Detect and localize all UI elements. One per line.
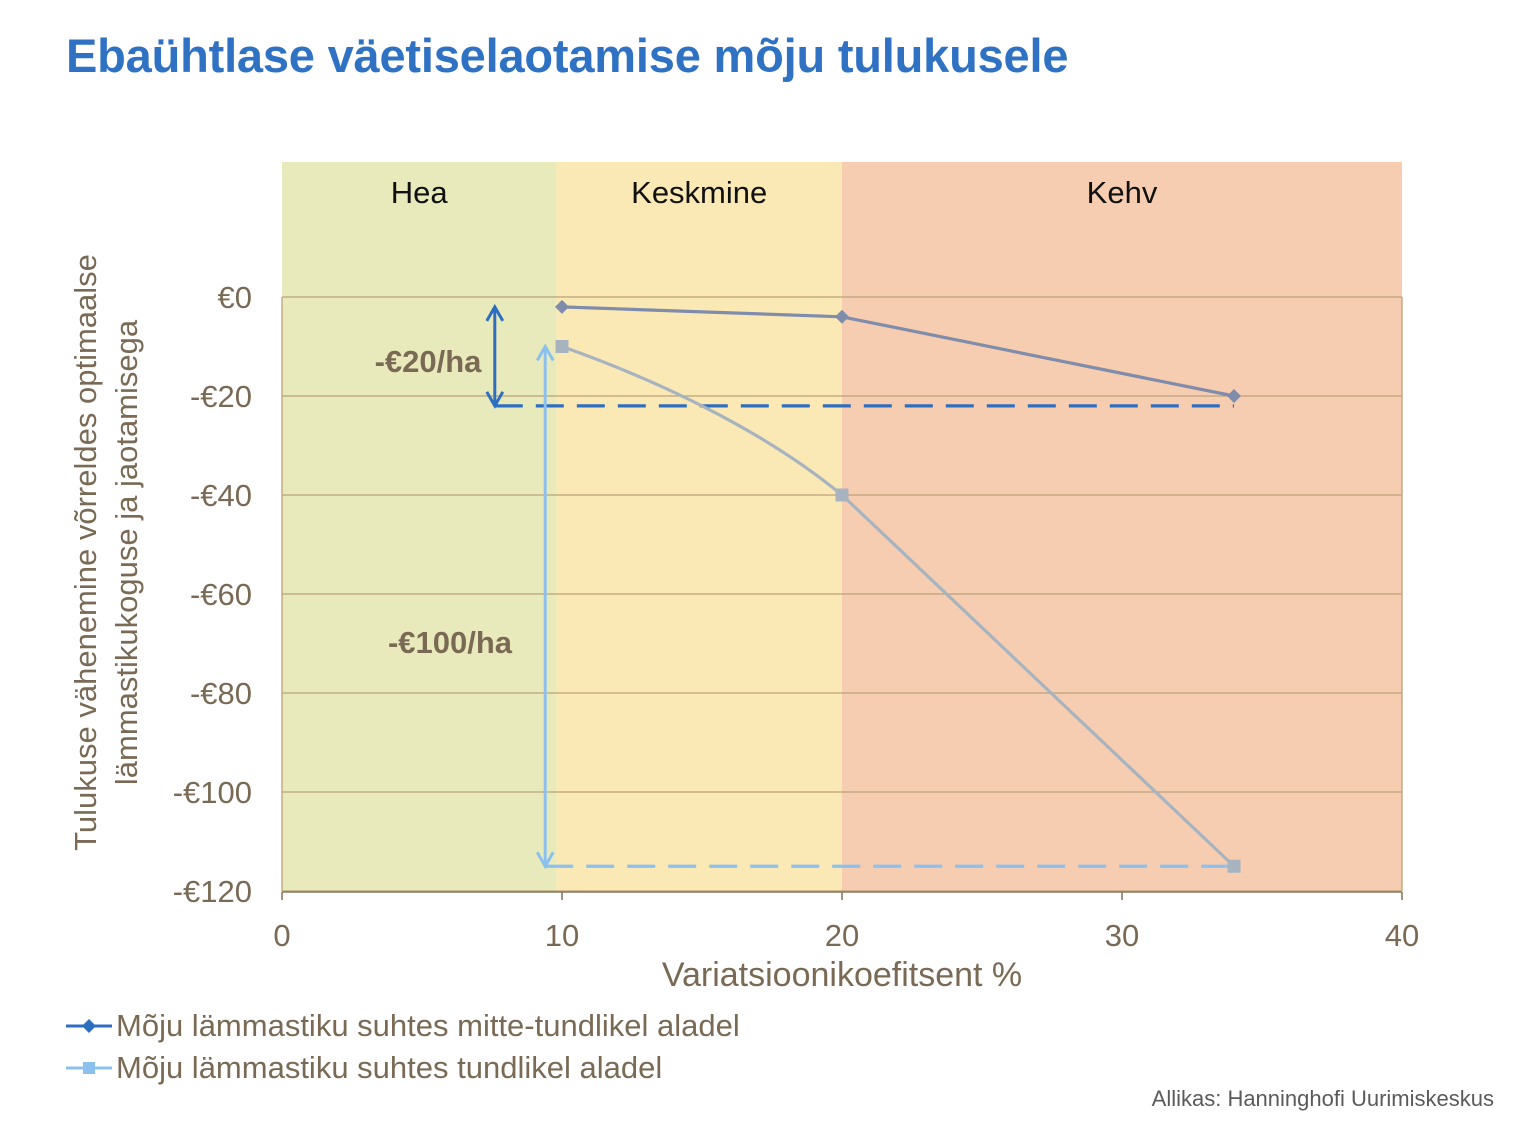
page-title: Ebaühtlase väetiselaotamise mõju tulukus… [66, 29, 1069, 82]
data-point-square [555, 340, 569, 353]
annotation-arrow-down-icon [535, 851, 555, 870]
zone-band [842, 162, 1402, 891]
y-tick-label: -€80 [190, 676, 252, 711]
y-tick-label: €0 [218, 280, 252, 315]
legend-label-series-1: Mõju lämmastiku suhtes mitte-tundlikel a… [116, 1008, 740, 1043]
x-tick-label: 10 [545, 918, 579, 953]
zone-label: Hea [391, 175, 449, 210]
annotation-label: -€20/ha [375, 344, 483, 379]
x-axis-title: Variatsioonikoefitsent % [662, 956, 1022, 994]
annotations-layer [485, 303, 1234, 870]
annotation-label: -€100/ha [388, 625, 513, 660]
series-layer [555, 299, 1241, 873]
annotation-arrow-up-icon [535, 343, 555, 362]
y-tick-label: -€60 [190, 577, 252, 612]
legend-marker-square-icon [66, 1062, 112, 1074]
legend-item-series-1: Mõju lämmastiku suhtes mitte-tundlikel a… [66, 1006, 740, 1046]
axes-layer [281, 891, 1403, 900]
annotation-arrow-up-icon [485, 303, 505, 322]
x-tick-label: 20 [825, 918, 859, 953]
data-point-diamond [835, 309, 849, 324]
annotation-arrow-down-icon [485, 391, 505, 409]
chart: Hea Keskmine Kehv €0 -€20 -€40 -€60 -€80 -€100 -€… [68, 162, 1419, 994]
legend-marker-diamond-icon [66, 1019, 112, 1033]
data-point-square [835, 488, 849, 502]
zone-band [556, 162, 842, 891]
legend-label-series-2: Mõju lämmastiku suhtes tundlikel aladel [116, 1050, 663, 1085]
y-tick-label: -€20 [190, 379, 252, 414]
legend-item-series-2: Mõju lämmastiku suhtes tundlikel aladel [66, 1048, 662, 1088]
x-tick-label: 0 [273, 918, 290, 953]
y-axis-title: Tulukuse vähenemine võrreldes optimaalse… [68, 254, 144, 851]
zones-layer [282, 162, 1402, 891]
data-point-diamond [1227, 389, 1241, 403]
y-axis-title-line: Tulukuse vähenemine võrreldes optimaalse [68, 254, 103, 851]
y-tick-label: -€40 [190, 478, 252, 513]
labels-layer: Hea Keskmine Kehv €0 -€20 -€40 -€60 -€80 -€100 -€… [68, 175, 1419, 994]
zone-band [282, 162, 557, 891]
zone-label: Kehv [1087, 175, 1158, 210]
data-point-diamond [555, 299, 569, 314]
y-tick-label: -€120 [173, 874, 252, 909]
series-line-2 [561, 344, 1236, 868]
data-point-square [1227, 859, 1241, 873]
y-axis-title-line: lämmastikukoguse ja jaotamisega [109, 319, 144, 785]
x-tick-label: 40 [1385, 918, 1419, 953]
x-tick-label: 30 [1105, 918, 1139, 953]
y-tick-label: -€100 [173, 775, 252, 810]
zone-label: Keskmine [631, 175, 767, 210]
source-note: Allikas: Hanninghofi Uurimiskeskus [1151, 1086, 1494, 1111]
